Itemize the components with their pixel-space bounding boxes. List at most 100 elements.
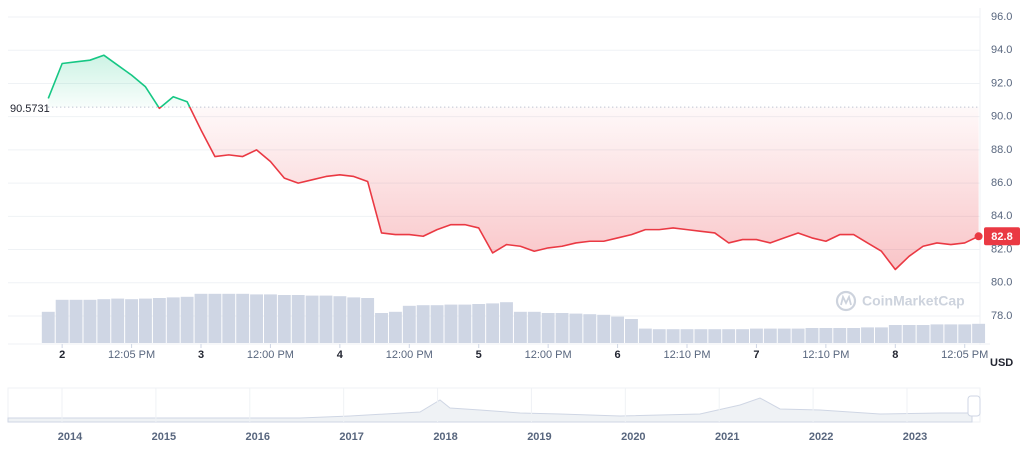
y-tick-label: 90.0 [991, 111, 1012, 123]
volume-bar [402, 305, 416, 343]
volume-bar [458, 304, 472, 343]
volume-bar [139, 298, 152, 343]
volume-bar [652, 329, 666, 343]
x-tick-label: 6 [615, 349, 621, 361]
volume-bar [375, 313, 388, 343]
y-tick-label: 82.0 [991, 243, 1012, 255]
navigator-label: 2022 [809, 431, 833, 443]
volume-bar [583, 314, 597, 343]
navigator-handle[interactable] [967, 395, 981, 417]
volume-bar [680, 329, 694, 343]
volume-bar [361, 298, 375, 343]
volume-bar [791, 328, 805, 343]
volume-bar [444, 304, 458, 343]
navigator: 2014 2015 2016 2017 2018 2019 2020 2021 2022 2023 [7, 387, 981, 443]
volume-bar [749, 328, 763, 343]
volume-bar [930, 324, 944, 343]
volume-bar [166, 297, 180, 343]
volume-bar [236, 293, 250, 343]
volume-bar [305, 295, 319, 343]
volume-bar [194, 293, 208, 343]
x-tick-label: 8 [892, 349, 898, 361]
price-line [47, 54, 979, 271]
volume-bar [513, 311, 527, 343]
volume-bar [388, 311, 402, 343]
last-point [974, 232, 983, 241]
volume-bar [347, 297, 361, 343]
volume-bar [222, 293, 236, 343]
x-tick-label: 12:00 PM [386, 349, 433, 361]
navigator-label: 2016 [246, 431, 270, 443]
y-tick-label: 78.0 [991, 310, 1012, 322]
volume-bar [55, 299, 69, 343]
volume-bar [847, 328, 861, 343]
volume-bar [430, 305, 444, 343]
y-tick-label: 84.0 [991, 210, 1012, 222]
volume-bar [416, 305, 430, 343]
volume-bar [472, 304, 486, 343]
x-tick-label: 7 [753, 349, 759, 361]
volume-bar [666, 329, 680, 343]
x-tick-label: 12:05 PM [941, 349, 988, 361]
volume-bar [638, 328, 652, 343]
navigator-label: 2023 [903, 431, 927, 443]
volume-bar [708, 329, 722, 343]
x-tick-label: 4 [337, 349, 344, 361]
volume-bar [319, 295, 333, 343]
y-tick-label: 96.0 [991, 11, 1012, 23]
volume-bar [527, 311, 541, 343]
x-tick-label: 2 [59, 349, 65, 361]
last-value-label: 82.8 [991, 231, 1012, 243]
volume-bar [763, 328, 777, 343]
x-tick-label: 3 [198, 349, 204, 361]
volume-bar [833, 328, 847, 343]
volume-bar [874, 327, 888, 343]
x-tick-label: 12:00 PM [247, 349, 294, 361]
volume-bar [111, 298, 125, 343]
last-value-box [984, 227, 1020, 246]
volume-bar [805, 328, 819, 343]
watermark: CoinMarketCap [835, 290, 965, 312]
volume-bar [69, 299, 83, 343]
y-tick-label: 94.0 [991, 44, 1012, 56]
volume-bar [902, 325, 916, 343]
volume-bar [500, 302, 513, 343]
price-area [48, 55, 979, 270]
volume-bar [972, 323, 986, 343]
y-tick-label: 92.0 [991, 77, 1012, 89]
volume-bar [250, 294, 263, 343]
volume-bar [722, 329, 736, 343]
volume-bar [888, 325, 902, 343]
navigator-label: 2019 [527, 431, 551, 443]
volume-bar [819, 328, 833, 343]
volume-bar [263, 294, 277, 343]
y-axis-label: USD [990, 357, 1013, 369]
y-tick-label: 80.0 [991, 277, 1012, 289]
navigator-label: 2018 [433, 431, 457, 443]
volume-bar [916, 325, 930, 343]
x-tick-label: 5 [476, 349, 482, 361]
navigator-label: 2021 [715, 431, 739, 443]
volume-bar [486, 303, 500, 343]
volume-bar [125, 299, 139, 343]
volume-bar [569, 313, 583, 343]
volume-bar [277, 295, 291, 343]
y-tick-label: 86.0 [991, 177, 1012, 189]
volume-bar [958, 324, 972, 343]
y-tick-label: 88.0 [991, 144, 1012, 156]
navigator-line [7, 397, 973, 423]
volume-bar [83, 299, 97, 343]
navigator-label: 2014 [58, 431, 83, 443]
volume-bar [861, 327, 874, 343]
x-tick-label: 12:10 PM [663, 349, 710, 361]
volume-bar [555, 313, 569, 343]
volume-bar [597, 314, 611, 343]
volume-bar [333, 296, 347, 343]
volume-bar [291, 295, 305, 343]
navigator-label: 2017 [339, 431, 363, 443]
navigator-label: 2020 [621, 431, 645, 443]
volume-bar [541, 313, 555, 343]
volume-bar [777, 328, 791, 343]
volume-bar [180, 296, 194, 343]
